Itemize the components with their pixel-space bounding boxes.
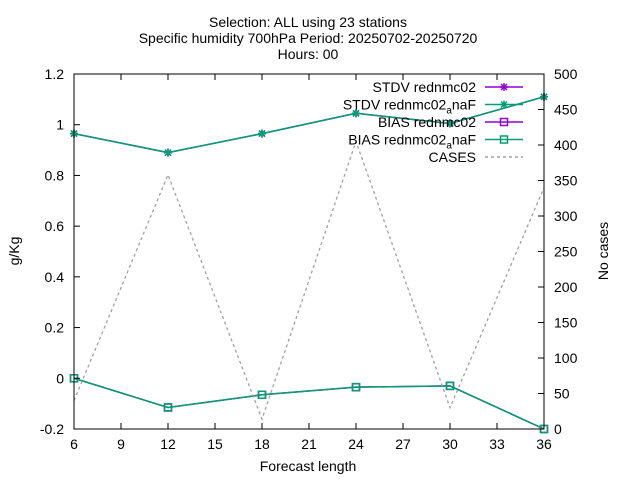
x-tick-label: 15 — [207, 436, 223, 452]
legend-sample-marker — [500, 83, 508, 91]
y2-axis-label: No cases — [595, 222, 611, 280]
y-tick-label: 0.8 — [45, 167, 65, 183]
series-line-4 — [73, 139, 545, 421]
y-tick-label: 0.6 — [45, 218, 65, 234]
series-point-3 — [257, 390, 267, 400]
y-tick-label: 0.4 — [45, 269, 65, 285]
y2-tick-label: 50 — [554, 386, 570, 402]
legend-label: CASES — [429, 149, 476, 165]
y-axis-label: g/Kg — [6, 237, 22, 266]
series-point-1 — [164, 148, 172, 157]
y-tick-label: 0 — [56, 370, 64, 386]
x-tick-label: 27 — [395, 436, 411, 452]
series-line-2 — [73, 377, 545, 430]
x-tick-label: 6 — [70, 436, 78, 452]
series-point-1 — [258, 129, 266, 138]
series-line-3 — [73, 377, 545, 430]
x-tick-label: 36 — [536, 436, 552, 452]
chart-title: Selection: ALL using 23 stations Specifi… — [139, 14, 478, 62]
series-point-3 — [351, 382, 361, 392]
series-point-1 — [352, 109, 360, 118]
series-line-1 — [73, 96, 545, 154]
series-point-1 — [446, 119, 454, 128]
x-tick-label: 24 — [348, 436, 364, 452]
legend-label: STDV rednmc02anaF — [343, 97, 476, 117]
y2-tick-label: 400 — [554, 137, 578, 153]
legend-sample-marker — [499, 135, 509, 144]
axis-ticks: 6 9 12 15 18 21 24 27 30 33 36 -0.2 0 0.2 0.4 0.6 0.8 1 1.… — [40, 66, 578, 452]
legend-sample-marker — [499, 117, 509, 127]
y2-tick-label: 300 — [554, 208, 578, 224]
legend-sample-marker — [500, 100, 508, 109]
plot-series — [69, 92, 549, 434]
legend-label: BIAS rednmc02anaF — [348, 132, 476, 152]
x-tick-label: 33 — [489, 436, 505, 452]
title-line-2: Specific humidity 700hPa Period: 2025070… — [139, 30, 478, 46]
x-tick-label: 18 — [254, 436, 270, 452]
y2-tick-label: 450 — [554, 102, 578, 118]
x-tick-label: 9 — [117, 436, 125, 452]
legend-label: BIAS rednmc02 — [378, 114, 476, 130]
x-tick-label: 21 — [301, 436, 317, 452]
y-tick-label: -0.2 — [40, 421, 64, 437]
x-tick-label: 30 — [442, 436, 458, 452]
y2-tick-label: 0 — [554, 421, 562, 437]
y2-tick-label: 150 — [554, 315, 578, 331]
y2-tick-label: 200 — [554, 279, 578, 295]
y-tick-label: 1.2 — [45, 66, 65, 82]
series-point-3 — [445, 381, 455, 391]
y2-tick-label: 100 — [554, 350, 578, 366]
title-line-3: Hours: 00 — [278, 46, 339, 62]
series-point-3 — [163, 403, 173, 412]
legend-label: STDV rednmc02 — [373, 79, 477, 95]
y-tick-label: 0.2 — [45, 320, 65, 336]
y-tick-label: 1 — [56, 117, 64, 133]
y2-tick-label: 500 — [554, 66, 578, 82]
x-axis-label: Forecast length — [260, 458, 357, 474]
x-tick-label: 12 — [160, 436, 176, 452]
y2-tick-label: 350 — [554, 173, 578, 189]
title-line-1: Selection: ALL using 23 stations — [209, 14, 407, 30]
y2-tick-label: 250 — [554, 244, 578, 260]
